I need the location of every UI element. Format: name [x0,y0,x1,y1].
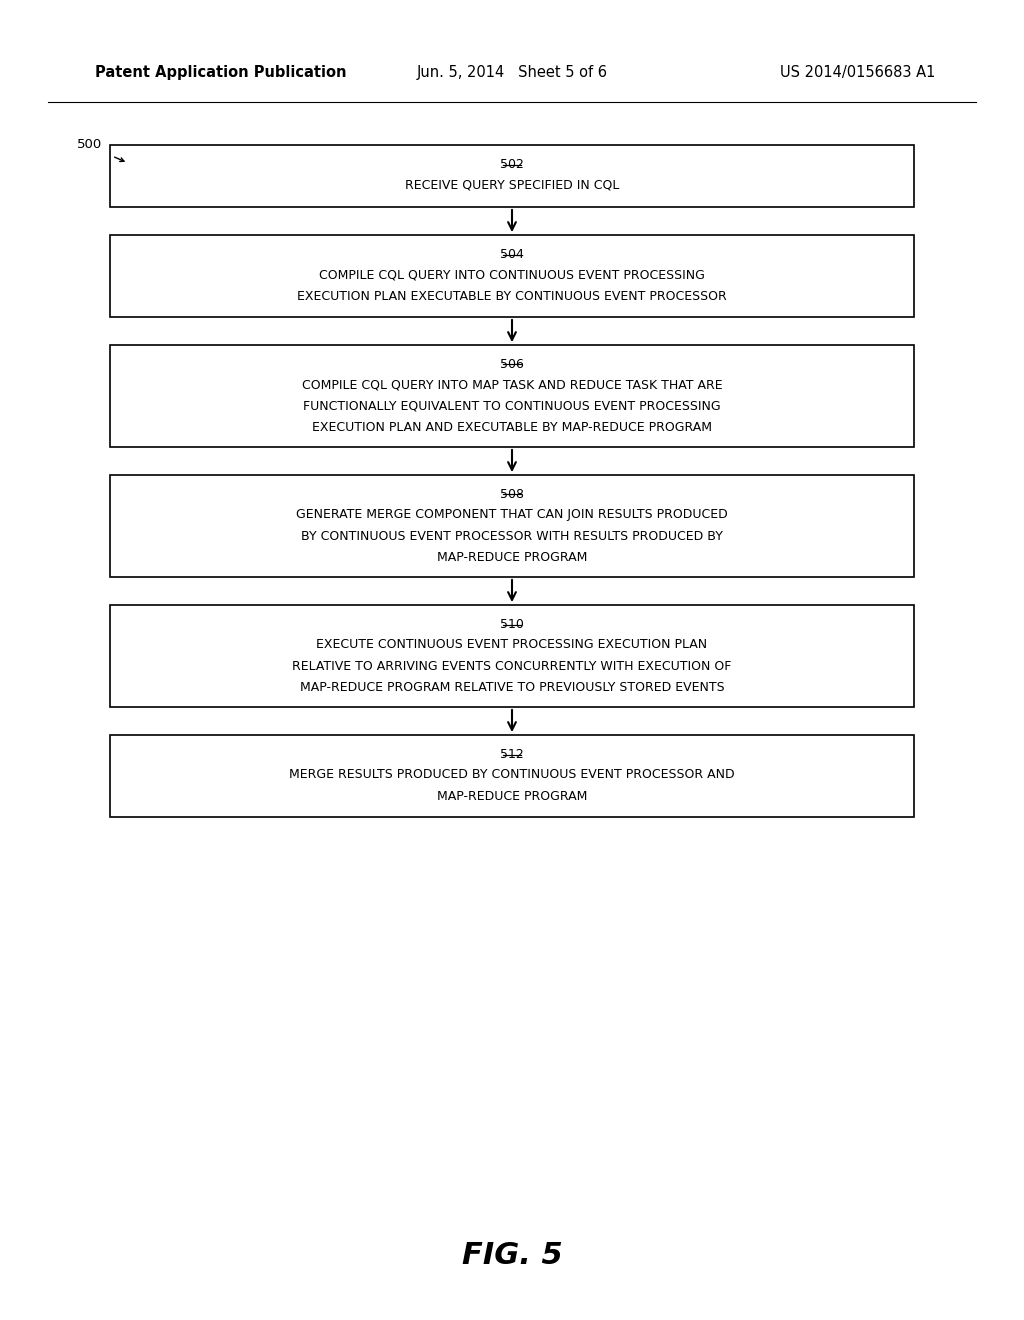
Text: Jun. 5, 2014   Sheet 5 of 6: Jun. 5, 2014 Sheet 5 of 6 [417,65,607,79]
Bar [110,605,914,708]
Text: MAP-REDUCE PROGRAM RELATIVE TO PREVIOUSLY STORED EVENTS: MAP-REDUCE PROGRAM RELATIVE TO PREVIOUSL… [300,681,724,694]
Text: 510: 510 [500,618,524,631]
Text: US 2014/0156683 A1: US 2014/0156683 A1 [779,65,935,79]
Bar [110,145,914,207]
Text: Patent Application Publication: Patent Application Publication [95,65,346,79]
Text: BY CONTINUOUS EVENT PROCESSOR WITH RESULTS PRODUCED BY: BY CONTINUOUS EVENT PROCESSOR WITH RESUL… [301,529,723,543]
Text: MAP-REDUCE PROGRAM: MAP-REDUCE PROGRAM [437,789,587,803]
Bar [110,475,914,577]
Text: 502: 502 [500,158,524,172]
Text: 500: 500 [77,139,102,150]
Text: COMPILE CQL QUERY INTO CONTINUOUS EVENT PROCESSING: COMPILE CQL QUERY INTO CONTINUOUS EVENT … [319,268,705,281]
Text: 506: 506 [500,358,524,371]
Bar [110,735,914,817]
Text: 508: 508 [500,488,524,502]
Text: FIG. 5: FIG. 5 [462,1241,562,1270]
Text: 512: 512 [500,748,524,762]
Text: EXECUTE CONTINUOUS EVENT PROCESSING EXECUTION PLAN: EXECUTE CONTINUOUS EVENT PROCESSING EXEC… [316,638,708,651]
Text: GENERATE MERGE COMPONENT THAT CAN JOIN RESULTS PRODUCED: GENERATE MERGE COMPONENT THAT CAN JOIN R… [296,508,728,521]
Text: COMPILE CQL QUERY INTO MAP TASK AND REDUCE TASK THAT ARE: COMPILE CQL QUERY INTO MAP TASK AND REDU… [302,378,722,391]
Bar [110,345,914,447]
Text: EXECUTION PLAN AND EXECUTABLE BY MAP-REDUCE PROGRAM: EXECUTION PLAN AND EXECUTABLE BY MAP-RED… [312,421,712,434]
Text: FUNCTIONALLY EQUIVALENT TO CONTINUOUS EVENT PROCESSING: FUNCTIONALLY EQUIVALENT TO CONTINUOUS EV… [303,400,721,412]
Text: RECEIVE QUERY SPECIFIED IN CQL: RECEIVE QUERY SPECIFIED IN CQL [404,178,620,191]
Text: EXECUTION PLAN EXECUTABLE BY CONTINUOUS EVENT PROCESSOR: EXECUTION PLAN EXECUTABLE BY CONTINUOUS … [297,289,727,302]
Text: 504: 504 [500,248,524,261]
Text: MAP-REDUCE PROGRAM: MAP-REDUCE PROGRAM [437,550,587,564]
Text: MERGE RESULTS PRODUCED BY CONTINUOUS EVENT PROCESSOR AND: MERGE RESULTS PRODUCED BY CONTINUOUS EVE… [289,768,735,781]
Text: RELATIVE TO ARRIVING EVENTS CONCURRENTLY WITH EXECUTION OF: RELATIVE TO ARRIVING EVENTS CONCURRENTLY… [292,660,732,672]
Bar [110,235,914,317]
